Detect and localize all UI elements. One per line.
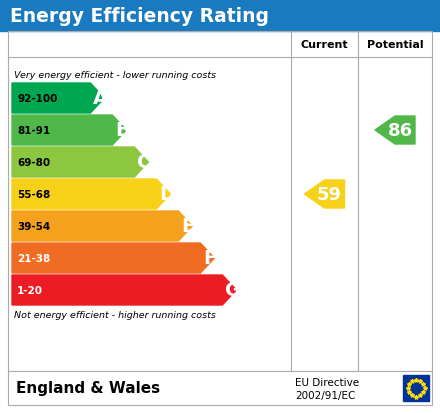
Polygon shape [12,180,170,209]
Text: EU Directive: EU Directive [295,377,359,387]
Polygon shape [12,243,214,273]
Text: Potential: Potential [367,40,423,50]
Text: 21-38: 21-38 [17,254,50,263]
Polygon shape [12,275,236,305]
Text: 92-100: 92-100 [17,94,57,104]
Text: 39-54: 39-54 [17,221,50,231]
Text: 59: 59 [317,185,342,204]
Text: G: G [225,281,242,300]
Text: E: E [181,217,194,236]
Polygon shape [12,84,104,114]
Text: F: F [203,249,216,268]
Text: 1-20: 1-20 [17,285,43,295]
Text: A: A [93,89,109,108]
Polygon shape [304,180,345,209]
Text: Energy Efficiency Rating: Energy Efficiency Rating [10,7,269,26]
Text: Not energy efficient - higher running costs: Not energy efficient - higher running co… [14,310,216,319]
Text: Current: Current [301,40,348,50]
Bar [8,371,432,405]
Polygon shape [12,116,126,146]
Bar [0,0,440,32]
Text: 55-68: 55-68 [17,190,50,199]
Text: 69-80: 69-80 [17,158,50,168]
Text: 2002/91/EC: 2002/91/EC [295,390,356,400]
Text: 86: 86 [388,122,413,140]
Text: C: C [137,153,152,172]
Polygon shape [375,117,415,145]
Text: England & Wales: England & Wales [16,380,160,396]
Polygon shape [12,147,148,178]
Text: D: D [159,185,176,204]
Bar [8,32,432,371]
Text: 81-91: 81-91 [17,126,50,136]
Bar [403,375,429,401]
Polygon shape [12,211,192,242]
Text: B: B [115,121,130,140]
Text: Very energy efficient - lower running costs: Very energy efficient - lower running co… [14,71,216,80]
